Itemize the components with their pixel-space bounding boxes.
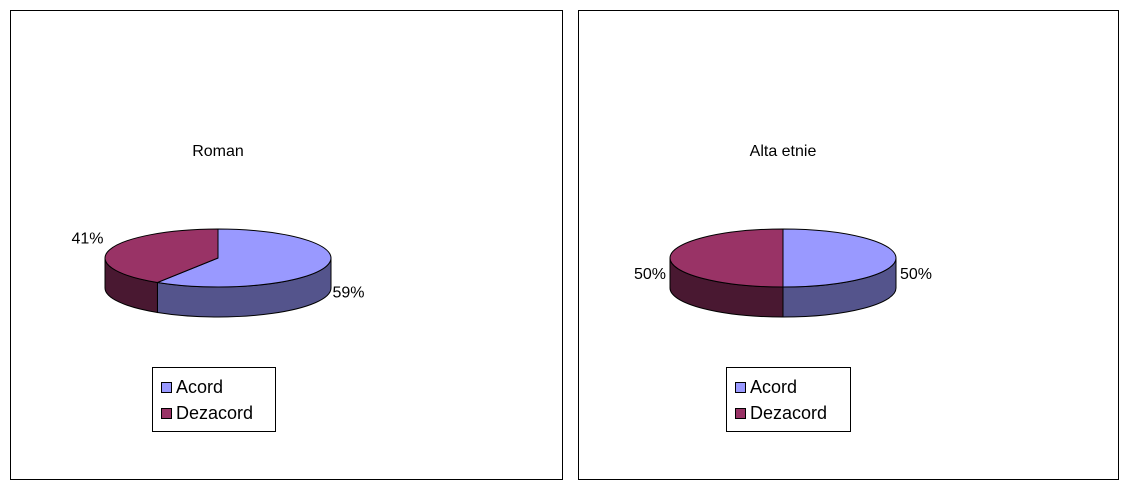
data-label-dezacord: 50% [634, 266, 666, 283]
legend-item-acord: Acord [161, 374, 267, 400]
data-label-acord: 50% [900, 266, 932, 283]
legend-label-acord: Acord [176, 376, 224, 397]
legend-item-dezacord: Dezacord [161, 400, 267, 426]
pie-chart-roman: Roman 59% 41% [71, 143, 365, 318]
pie-slice-dezacord [104, 228, 219, 284]
chart-panel-alta-etnie: Alta etnie 50% 50% Acord Dezacord [578, 10, 1119, 480]
data-label-dezacord: 41% [71, 231, 103, 248]
pie-chart-alta-etnie: Alta etnie 50% 50% [634, 143, 932, 318]
data-label-acord: 59% [333, 284, 365, 301]
legend-swatch-dezacord [161, 407, 172, 419]
legend: Acord Dezacord [152, 367, 276, 432]
legend-item-acord: Acord [735, 374, 842, 400]
chart-title: Roman [192, 143, 244, 160]
pie-slice-dezacord [669, 228, 784, 288]
legend-swatch-acord [735, 381, 746, 393]
chart-title: Alta etnie [750, 143, 817, 160]
legend-item-dezacord: Dezacord [735, 400, 842, 426]
legend-swatch-dezacord [735, 407, 746, 419]
chart-panel-roman: Roman 59% 41% Acord Dezacord [10, 10, 563, 480]
legend-swatch-acord [161, 381, 172, 393]
pie-slice-acord [782, 228, 897, 288]
legend-label-dezacord: Dezacord [750, 402, 828, 423]
legend: Acord Dezacord [726, 367, 851, 432]
pie-slice-acord [155, 228, 332, 288]
legend-label-dezacord: Dezacord [176, 402, 254, 423]
legend-label-acord: Acord [750, 376, 798, 397]
